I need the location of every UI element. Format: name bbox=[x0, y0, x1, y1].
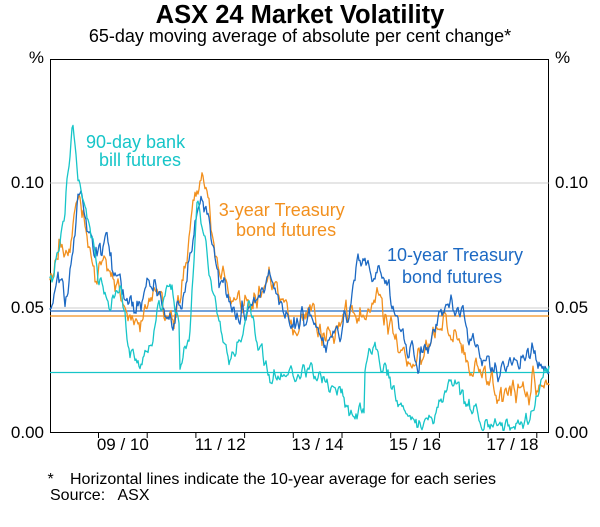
svg-text:0.05: 0.05 bbox=[555, 298, 588, 317]
svg-text:0.05: 0.05 bbox=[11, 298, 44, 317]
svg-text:0.00: 0.00 bbox=[11, 423, 44, 442]
svg-text:15 / 16: 15 / 16 bbox=[389, 435, 441, 454]
svg-text:3-year Treasury: 3-year Treasury bbox=[219, 200, 345, 220]
svg-text:bill futures: bill futures bbox=[99, 150, 181, 170]
svg-text:bond futures: bond futures bbox=[236, 220, 336, 240]
svg-text:13 / 14: 13 / 14 bbox=[292, 435, 344, 454]
svg-text:Source:: Source: bbox=[50, 487, 105, 504]
svg-text:0.10: 0.10 bbox=[11, 173, 44, 192]
svg-text:ASX 24 Market Volatility: ASX 24 Market Volatility bbox=[156, 1, 445, 29]
svg-text:90-day bank: 90-day bank bbox=[86, 132, 186, 152]
svg-text:Horizontal lines indicate the: Horizontal lines indicate the 10-year av… bbox=[70, 471, 496, 488]
svg-text:%: % bbox=[555, 48, 570, 67]
svg-text:11 / 12: 11 / 12 bbox=[195, 435, 246, 454]
svg-text:17 / 18: 17 / 18 bbox=[486, 435, 538, 454]
svg-text:bond futures: bond futures bbox=[402, 267, 502, 287]
svg-text:*: * bbox=[48, 471, 54, 488]
svg-text:0.10: 0.10 bbox=[555, 173, 588, 192]
svg-text:10-year Treasury: 10-year Treasury bbox=[387, 245, 523, 265]
svg-text:%: % bbox=[29, 48, 44, 67]
svg-text:0.00: 0.00 bbox=[555, 423, 588, 442]
svg-text:09 / 10: 09 / 10 bbox=[97, 435, 149, 454]
svg-text:65-day moving average of absol: 65-day moving average of absolute per ce… bbox=[89, 26, 511, 46]
svg-text:ASX: ASX bbox=[118, 487, 150, 504]
